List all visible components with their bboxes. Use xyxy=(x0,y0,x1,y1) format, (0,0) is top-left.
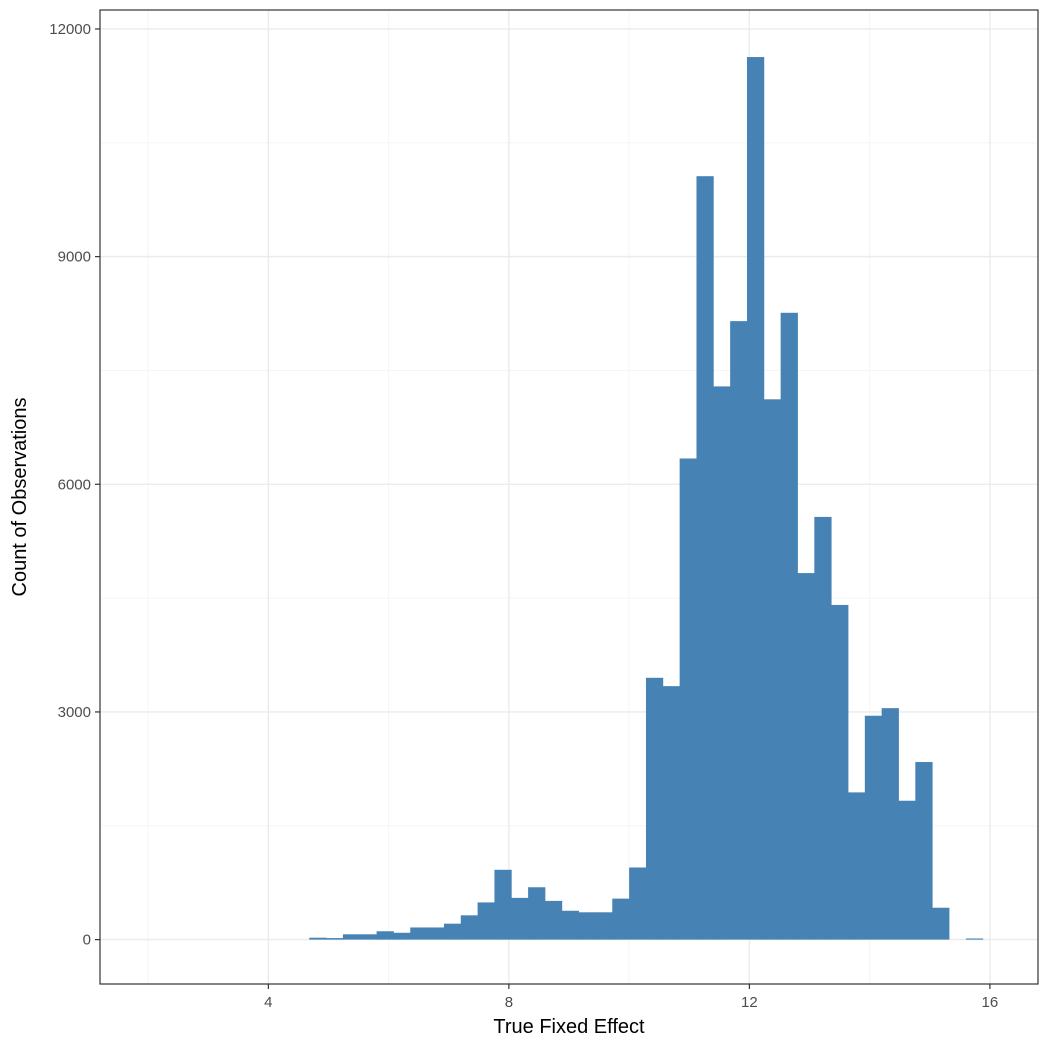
histogram-bar xyxy=(662,686,681,940)
histogram-bar xyxy=(326,938,344,940)
histogram-bar xyxy=(342,934,361,940)
histogram-bar xyxy=(528,887,546,940)
x-axis-title: True Fixed Effect xyxy=(493,1016,645,1038)
histogram-bar xyxy=(477,902,495,940)
histogram-bar xyxy=(629,867,647,940)
histogram-bar xyxy=(898,800,916,940)
y-tick-label: 12000 xyxy=(49,21,91,38)
histogram-bar xyxy=(393,932,411,940)
histogram-bar xyxy=(578,912,596,940)
histogram-bar xyxy=(544,900,563,940)
y-axis-ticks: 0 3000 6000 9000 12000 xyxy=(49,21,100,949)
x-tick-label: 8 xyxy=(505,994,513,1011)
histogram-bar xyxy=(460,915,479,940)
histogram-bar xyxy=(612,898,630,940)
histogram-bar xyxy=(376,931,394,940)
histogram-bar xyxy=(915,762,933,940)
histogram-bar xyxy=(932,907,950,940)
histogram-bar xyxy=(359,934,377,940)
histogram-bar xyxy=(780,312,798,940)
y-tick-label: 6000 xyxy=(58,476,91,493)
histogram-bar xyxy=(595,912,613,940)
x-tick-label: 12 xyxy=(741,994,758,1011)
x-axis-ticks: 4 8 12 16 xyxy=(264,984,998,1011)
histogram-bar xyxy=(797,573,815,940)
histogram-bar xyxy=(831,604,849,940)
histogram-bar xyxy=(814,516,832,940)
histogram-bars xyxy=(309,57,984,940)
y-axis-title: Count of Observations xyxy=(9,398,31,597)
x-tick-label: 16 xyxy=(982,994,999,1011)
histogram-bar xyxy=(679,458,697,940)
y-tick-label: 3000 xyxy=(58,704,91,721)
histogram-bar xyxy=(410,927,428,940)
histogram-bar xyxy=(645,677,664,940)
histogram-bar xyxy=(746,57,765,940)
minor-gridlines xyxy=(100,10,1038,984)
histogram-bar xyxy=(847,792,866,940)
y-tick-label: 9000 xyxy=(58,249,91,266)
histogram-bar xyxy=(427,927,445,940)
histogram-bar xyxy=(443,923,462,940)
histogram-bar xyxy=(864,715,883,940)
histogram-bar xyxy=(730,321,748,940)
x-tick-label: 4 xyxy=(264,994,272,1011)
histogram-bar xyxy=(309,937,327,940)
y-tick-label: 0 xyxy=(83,932,91,949)
histogram-bar xyxy=(696,176,714,940)
histogram-bar xyxy=(511,897,529,940)
histogram-bar xyxy=(881,708,899,940)
histogram-bar xyxy=(713,386,731,940)
histogram-bar xyxy=(494,869,512,940)
plot-border xyxy=(99,9,1039,985)
histogram-bar xyxy=(561,910,580,940)
histogram-bar xyxy=(965,938,984,940)
histogram-bar xyxy=(763,399,782,940)
